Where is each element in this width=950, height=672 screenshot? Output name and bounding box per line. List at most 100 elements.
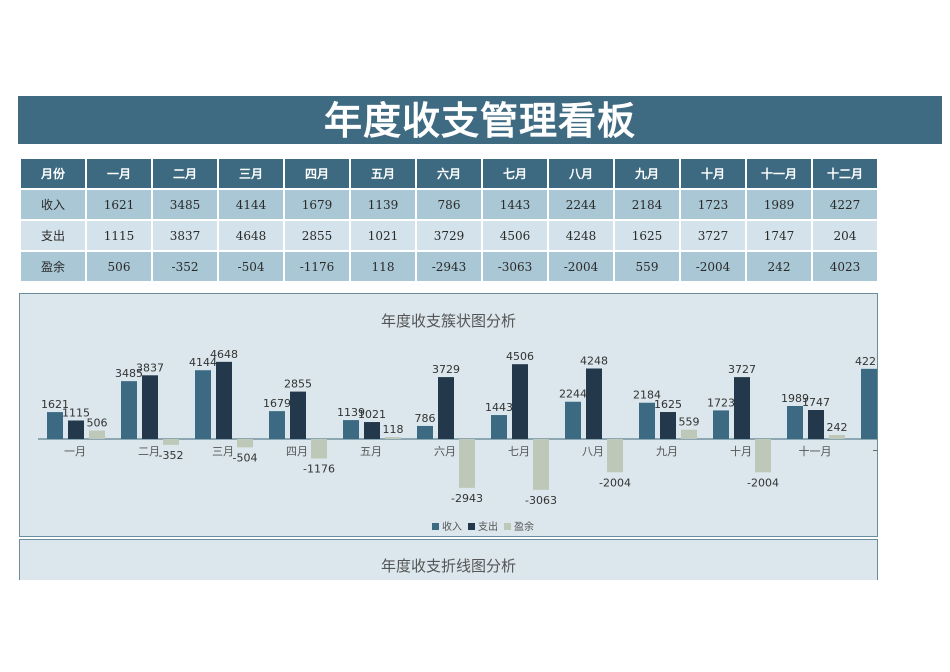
header-month: 四月 xyxy=(283,157,351,190)
data-label: 4648 xyxy=(210,348,238,361)
table-cell: 1679 xyxy=(283,188,351,221)
table-cell: 4227 xyxy=(811,188,879,221)
bar-支出 xyxy=(364,422,380,439)
data-label: 559 xyxy=(679,416,700,429)
data-label: 786 xyxy=(415,412,436,425)
header-month: 八月 xyxy=(547,157,615,190)
table-cell: 2855 xyxy=(283,219,351,252)
bar-收入 xyxy=(47,412,63,439)
bar-收入 xyxy=(861,368,877,439)
bar-盈余 xyxy=(459,439,475,488)
legend-swatch xyxy=(504,523,511,530)
table-cell: 204 xyxy=(811,219,879,252)
line-chart-title: 年度收支折线图分析 xyxy=(380,557,516,575)
data-label: 1021 xyxy=(358,408,386,421)
data-label: 118 xyxy=(383,423,404,436)
data-label: 1443 xyxy=(485,401,513,414)
table-cell: -2004 xyxy=(547,250,615,283)
bar-支出 xyxy=(660,412,676,439)
data-label: 506 xyxy=(87,417,108,430)
table-cell: -504 xyxy=(217,250,285,283)
table-cell: -3063 xyxy=(481,250,549,283)
bar-支出 xyxy=(438,377,454,439)
x-tick-label: 四月 xyxy=(286,445,308,458)
data-label: -504 xyxy=(233,451,258,464)
legend-item: 盈余 xyxy=(514,520,534,533)
bar-盈余 xyxy=(681,429,697,439)
data-label: 1989 xyxy=(781,392,809,405)
header-month: 六月 xyxy=(415,157,483,190)
table-cell: 1621 xyxy=(85,188,153,221)
header-month: 二月 xyxy=(151,157,219,190)
data-label: -2004 xyxy=(747,476,779,489)
table-cell: 118 xyxy=(349,250,417,283)
summary-table: 月份 一月 二月 三月 四月 五月 六月 七月 八月 九月 十月 十一月 十二月 收入 1621 3485 4… xyxy=(19,157,879,283)
bar-收入 xyxy=(787,405,803,439)
x-tick-label: 七月 xyxy=(508,445,530,458)
bar-支出 xyxy=(734,377,750,439)
table-cell: 2244 xyxy=(547,188,615,221)
data-label: -352 xyxy=(159,449,184,462)
bar-支出 xyxy=(68,420,84,439)
data-label: 1115 xyxy=(62,406,90,419)
data-label: 3485 xyxy=(115,367,143,380)
header-month: 一月 xyxy=(85,157,153,190)
table-cell: 786 xyxy=(415,188,483,221)
x-tick-label: 十二月 xyxy=(873,444,878,458)
bar-收入 xyxy=(417,425,433,439)
table-row: 支出 1115 3837 4648 2855 1021 3729 4506 4248 1625 37… xyxy=(19,219,879,252)
bar-收入 xyxy=(343,420,359,439)
table-row: 收入 1621 3485 4144 1679 1139 786 1443 2244 2184 172… xyxy=(19,188,879,221)
table-cell: 506 xyxy=(85,250,153,283)
data-label: -2943 xyxy=(451,492,483,505)
bar-盈余 xyxy=(163,439,179,445)
bar-支出 xyxy=(216,361,232,439)
row-label: 支出 xyxy=(19,219,87,252)
x-tick-label: 二月 xyxy=(138,445,160,458)
table-cell: 1989 xyxy=(745,188,813,221)
bar-盈余 xyxy=(237,439,253,448)
table-cell: -1176 xyxy=(283,250,351,283)
data-label: 2184 xyxy=(633,389,661,402)
x-tick-label: 三月 xyxy=(212,445,234,458)
table-cell: -352 xyxy=(151,250,219,283)
header-month: 十月 xyxy=(679,157,747,190)
table-cell: -2943 xyxy=(415,250,483,283)
data-label: 2855 xyxy=(284,378,312,391)
bar-盈余 xyxy=(533,439,549,490)
bar-收入 xyxy=(491,415,507,439)
table-cell: 1139 xyxy=(349,188,417,221)
legend-swatch xyxy=(468,523,475,530)
bar-收入 xyxy=(195,370,211,439)
data-label: 4506 xyxy=(506,350,534,363)
table-cell: 1625 xyxy=(613,219,681,252)
bar-盈余 xyxy=(89,430,105,439)
bar-盈余 xyxy=(755,439,771,473)
row-label: 收入 xyxy=(19,188,87,221)
data-label: 1679 xyxy=(263,397,291,410)
table-cell: 2184 xyxy=(613,188,681,221)
data-label: 3729 xyxy=(432,363,460,376)
legend-swatch xyxy=(432,523,439,530)
bar-盈余 xyxy=(385,437,401,439)
bar-支出 xyxy=(586,368,602,439)
header-label: 月份 xyxy=(19,157,87,190)
legend-item: 收入 xyxy=(442,520,462,533)
x-tick-label: 一月 xyxy=(64,445,86,458)
table-cell: 4648 xyxy=(217,219,285,252)
bar-chart-panel: 年度收支簇状图分析 一月 1621 1115 506 二月 3485 3837 -352 三月 4… xyxy=(19,293,878,537)
data-label: -3063 xyxy=(525,494,557,507)
x-tick-label: 八月 xyxy=(582,445,604,458)
bar-盈余 xyxy=(311,439,327,459)
table-cell: 242 xyxy=(745,250,813,283)
data-label: 242 xyxy=(827,421,848,434)
header-month: 三月 xyxy=(217,157,285,190)
table-cell: 1443 xyxy=(481,188,549,221)
table-cell: 559 xyxy=(613,250,681,283)
bar-支出 xyxy=(808,409,824,439)
bar-支出 xyxy=(512,364,528,439)
table-cell: 1747 xyxy=(745,219,813,252)
bar-收入 xyxy=(269,411,285,439)
bar-收入 xyxy=(639,402,655,439)
